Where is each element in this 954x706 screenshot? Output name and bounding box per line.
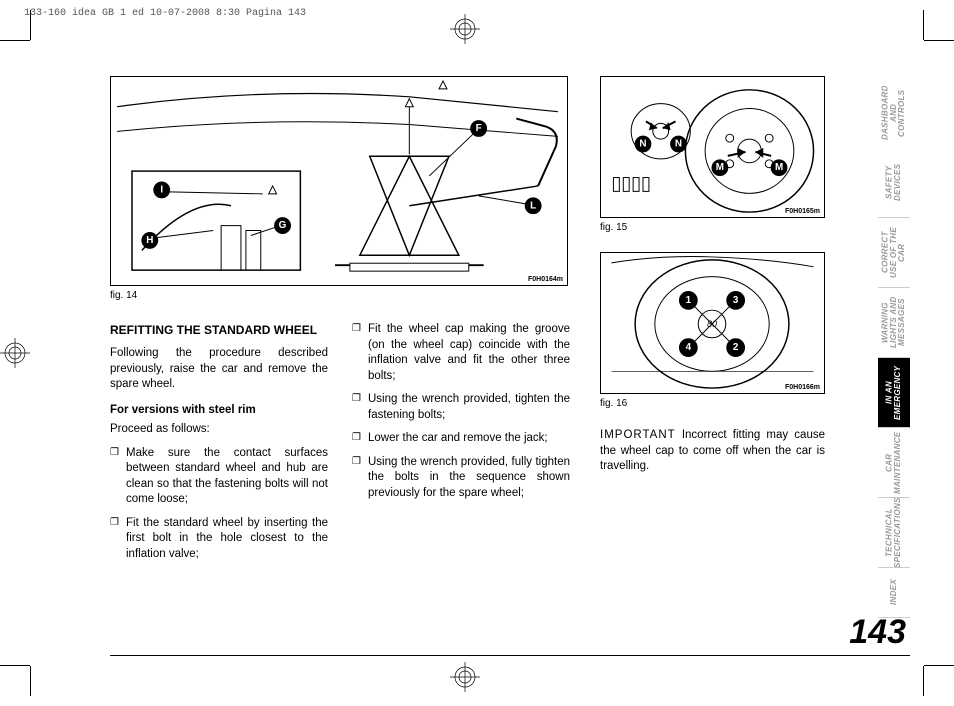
crop-mark	[924, 665, 954, 666]
tab-safety[interactable]: SAFETY DEVICES	[878, 148, 910, 218]
footer-rule	[110, 655, 910, 657]
svg-text:4: 4	[686, 342, 692, 353]
proceed-label: Proceed as follows:	[110, 422, 328, 438]
step-item: Lower the car and remove the jack;	[352, 431, 570, 447]
svg-text:H: H	[146, 235, 153, 246]
intro-paragraph: Following the procedure described previo…	[110, 346, 328, 393]
figure-16: 80 1 3 4 2 F0H0166m	[600, 252, 825, 394]
figure-14-art: F L G H I	[111, 77, 567, 285]
svg-text:1: 1	[686, 295, 692, 306]
crop-mark	[0, 40, 30, 41]
tab-warning-lights[interactable]: WARNING LIGHTS AND MESSAGES	[878, 288, 910, 358]
section-heading: REFITTING THE STANDARD WHEEL	[110, 322, 328, 338]
tab-dashboard[interactable]: DASHBOARD AND CONTROLS	[878, 78, 910, 148]
important-note: IMPORTANT Incorrect fitting may cause th…	[600, 428, 825, 475]
figure-15: N N M M F0H0165m	[600, 76, 825, 218]
svg-text:N: N	[675, 139, 682, 150]
tab-index[interactable]: INDEX	[878, 568, 910, 618]
print-header: 133-160 idea GB 1 ed 10-07-2008 8:30 Pag…	[24, 8, 306, 19]
subheading: For versions with steel rim	[110, 403, 328, 419]
tab-specifications[interactable]: TECHNICAL SPECIFICATIONS	[878, 498, 910, 568]
svg-text:I: I	[160, 184, 163, 195]
registration-mark	[0, 338, 30, 368]
step-item: Fit the standard wheel by inserting the …	[110, 516, 328, 563]
crop-mark	[30, 666, 31, 696]
svg-text:M: M	[775, 162, 783, 173]
svg-text:M: M	[716, 162, 724, 173]
svg-text:G: G	[279, 220, 287, 231]
svg-text:L: L	[530, 200, 536, 211]
section-tabs: DASHBOARD AND CONTROLS SAFETY DEVICES CO…	[878, 78, 910, 618]
tab-emergency[interactable]: IN AN EMERGENCY	[878, 358, 910, 428]
tab-correct-use[interactable]: CORRECT USE OF THE CAR	[878, 218, 910, 288]
figure-16-art: 80 1 3 4 2	[601, 253, 824, 393]
crop-mark	[923, 666, 924, 696]
figure-15-code: F0H0165m	[785, 208, 820, 215]
step-item: Using the wrench provided, tighten the f…	[352, 392, 570, 423]
column-1: REFITTING THE STANDARD WHEEL Following t…	[110, 322, 328, 570]
crop-mark	[0, 665, 30, 666]
step-item: Make sure the contact surfaces between s…	[110, 446, 328, 508]
step-item: Using the wrench provided, fully tighten…	[352, 455, 570, 502]
figure-14: F L G H I F0H0164m	[110, 76, 568, 286]
body-columns: REFITTING THE STANDARD WHEEL Following t…	[110, 322, 570, 570]
figure-16-caption: fig. 16	[600, 398, 627, 409]
crop-mark	[924, 40, 954, 41]
steps-list-2: Fit the wheel cap making the groove (on …	[352, 322, 570, 501]
column-2: Fit the wheel cap making the groove (on …	[352, 322, 570, 570]
important-label: IMPORTANT	[600, 429, 676, 441]
svg-text:2: 2	[733, 342, 739, 353]
figure-15-caption: fig. 15	[600, 222, 627, 233]
figure-15-art: N N M M	[601, 77, 824, 217]
page-number: 143	[849, 613, 906, 652]
tab-maintenance[interactable]: CAR MAINTENANCE	[878, 428, 910, 498]
svg-text:N: N	[639, 139, 646, 150]
figure-14-code: F0H0164m	[528, 276, 563, 283]
registration-mark	[450, 14, 480, 44]
figure-14-caption: fig. 14	[110, 290, 137, 301]
steps-list-1: Make sure the contact surfaces between s…	[110, 446, 328, 563]
crop-mark	[923, 10, 924, 40]
svg-text:F: F	[476, 123, 482, 134]
step-item: Fit the wheel cap making the groove (on …	[352, 322, 570, 384]
figure-16-code: F0H0166m	[785, 384, 820, 391]
registration-mark	[450, 662, 480, 692]
page-content: F L G H I F0H0164m fig. 14	[110, 76, 890, 656]
svg-text:3: 3	[733, 295, 739, 306]
